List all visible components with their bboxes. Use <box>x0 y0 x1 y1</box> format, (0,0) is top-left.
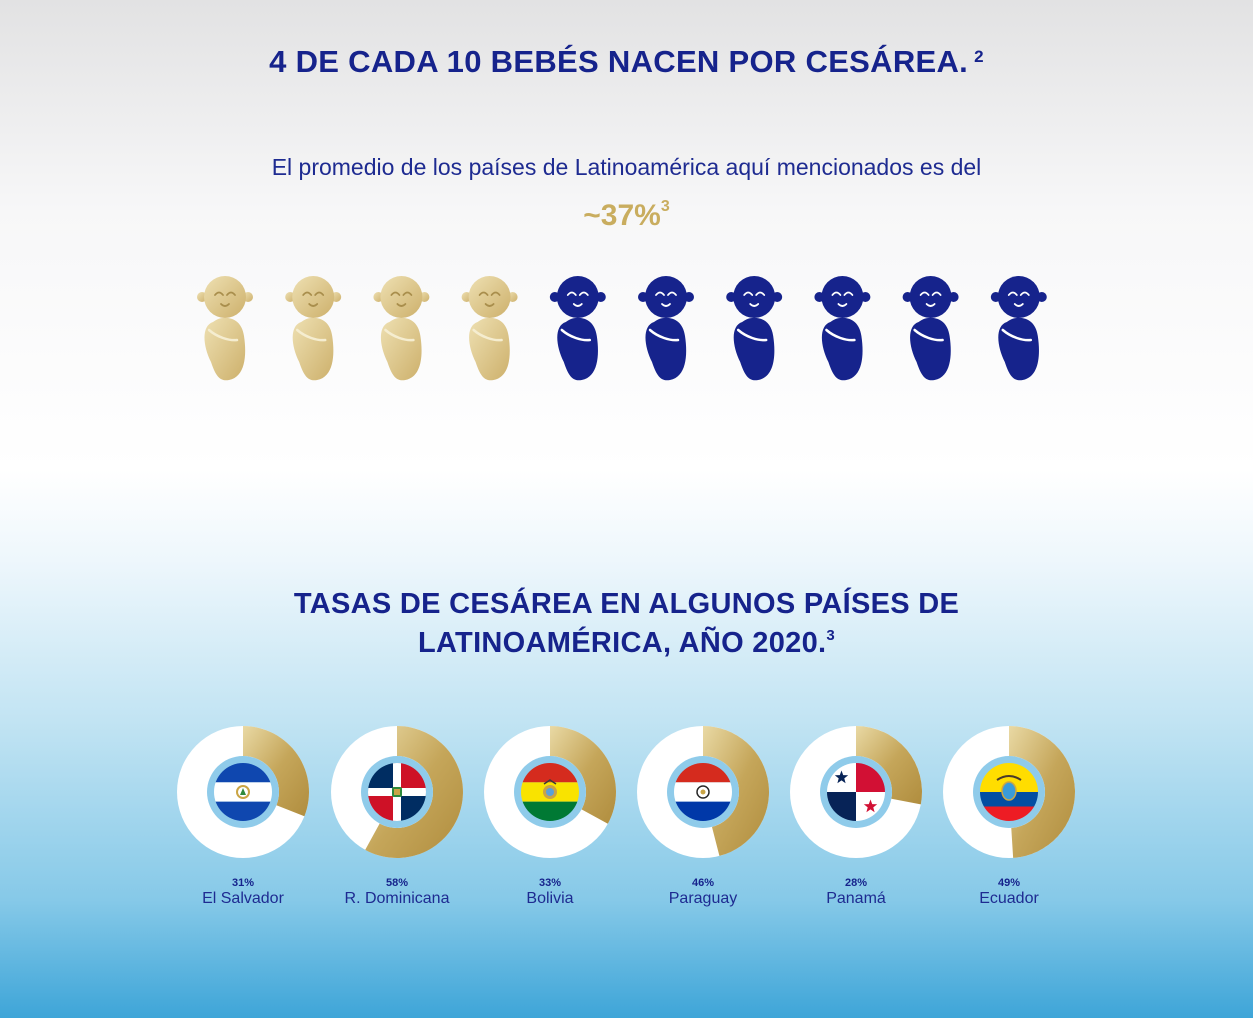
percent-label: 58% <box>385 877 409 889</box>
country-label: 46% Paraguay <box>613 877 793 909</box>
donut-bolivia <box>484 726 617 858</box>
flag-panama-icon <box>827 763 885 821</box>
donut-segment <box>856 726 922 805</box>
baby-icon <box>902 276 959 381</box>
percent-label: 49% <box>997 877 1021 889</box>
average-description: El promedio de los países de Latinoaméri… <box>271 154 982 180</box>
donut-segment <box>243 726 310 817</box>
country-label: 49% Ecuador <box>919 877 1099 909</box>
title-reference: 2 <box>974 47 984 66</box>
donut-el-salvador <box>177 726 310 858</box>
baby-icon-highlighted <box>285 276 342 381</box>
country-name: Ecuador <box>979 890 1039 907</box>
country-name: Panamá <box>826 890 886 907</box>
country-label: 31% El Salvador <box>153 877 333 909</box>
flag-ecuador-icon <box>980 763 1038 821</box>
country-label: 28% Panamá <box>766 877 946 909</box>
donut-segment <box>1009 726 1075 858</box>
baby-icon-highlighted <box>461 276 518 381</box>
baby-icon <box>990 276 1047 381</box>
donut-ecuador <box>943 726 1075 858</box>
flag-el-salvador-icon <box>214 763 272 821</box>
donut-dominican-republic <box>331 726 463 858</box>
country-name: R. Dominicana <box>344 890 450 907</box>
baby-icons-svg <box>197 276 1047 381</box>
baby-icon <box>638 276 694 381</box>
country-label: 58% R. Dominicana <box>307 877 487 909</box>
baby-icon <box>814 276 871 381</box>
country-name: El Salvador <box>202 890 284 907</box>
baby-icon-highlighted <box>197 276 253 381</box>
flag-paraguay-icon <box>674 763 732 821</box>
donut-panama <box>790 726 922 858</box>
percent-label: 31% <box>231 877 255 889</box>
donut-segment <box>550 726 617 824</box>
country-name: Paraguay <box>668 890 738 907</box>
section-title: TASAS DE CESÁREA EN ALGUNOS PAÍSES DE LAT… <box>293 588 960 659</box>
country-name: Bolivia <box>526 890 574 907</box>
donut-segment <box>703 726 770 856</box>
percent-label: 28% <box>844 877 868 889</box>
donut-paraguay <box>637 726 770 858</box>
flag-bolivia-icon <box>521 763 579 821</box>
flag-dominican-republic-icon <box>368 763 426 821</box>
average-value: ~37%3 <box>583 198 670 232</box>
baby-icon-highlighted <box>373 276 430 381</box>
average-reference: 3 <box>660 198 670 215</box>
percent-label: 33% <box>538 877 562 889</box>
donut-segment <box>365 726 463 858</box>
percent-label: 46% <box>691 877 715 889</box>
baby-icon <box>726 276 783 381</box>
main-title: 4 DE CADA 10 BEBÉS NACEN POR CESÁREA. 2 <box>269 44 984 79</box>
country-label: 33% Bolivia <box>460 877 640 909</box>
section-title-reference: 3 <box>826 627 836 644</box>
baby-icon <box>549 276 606 381</box>
